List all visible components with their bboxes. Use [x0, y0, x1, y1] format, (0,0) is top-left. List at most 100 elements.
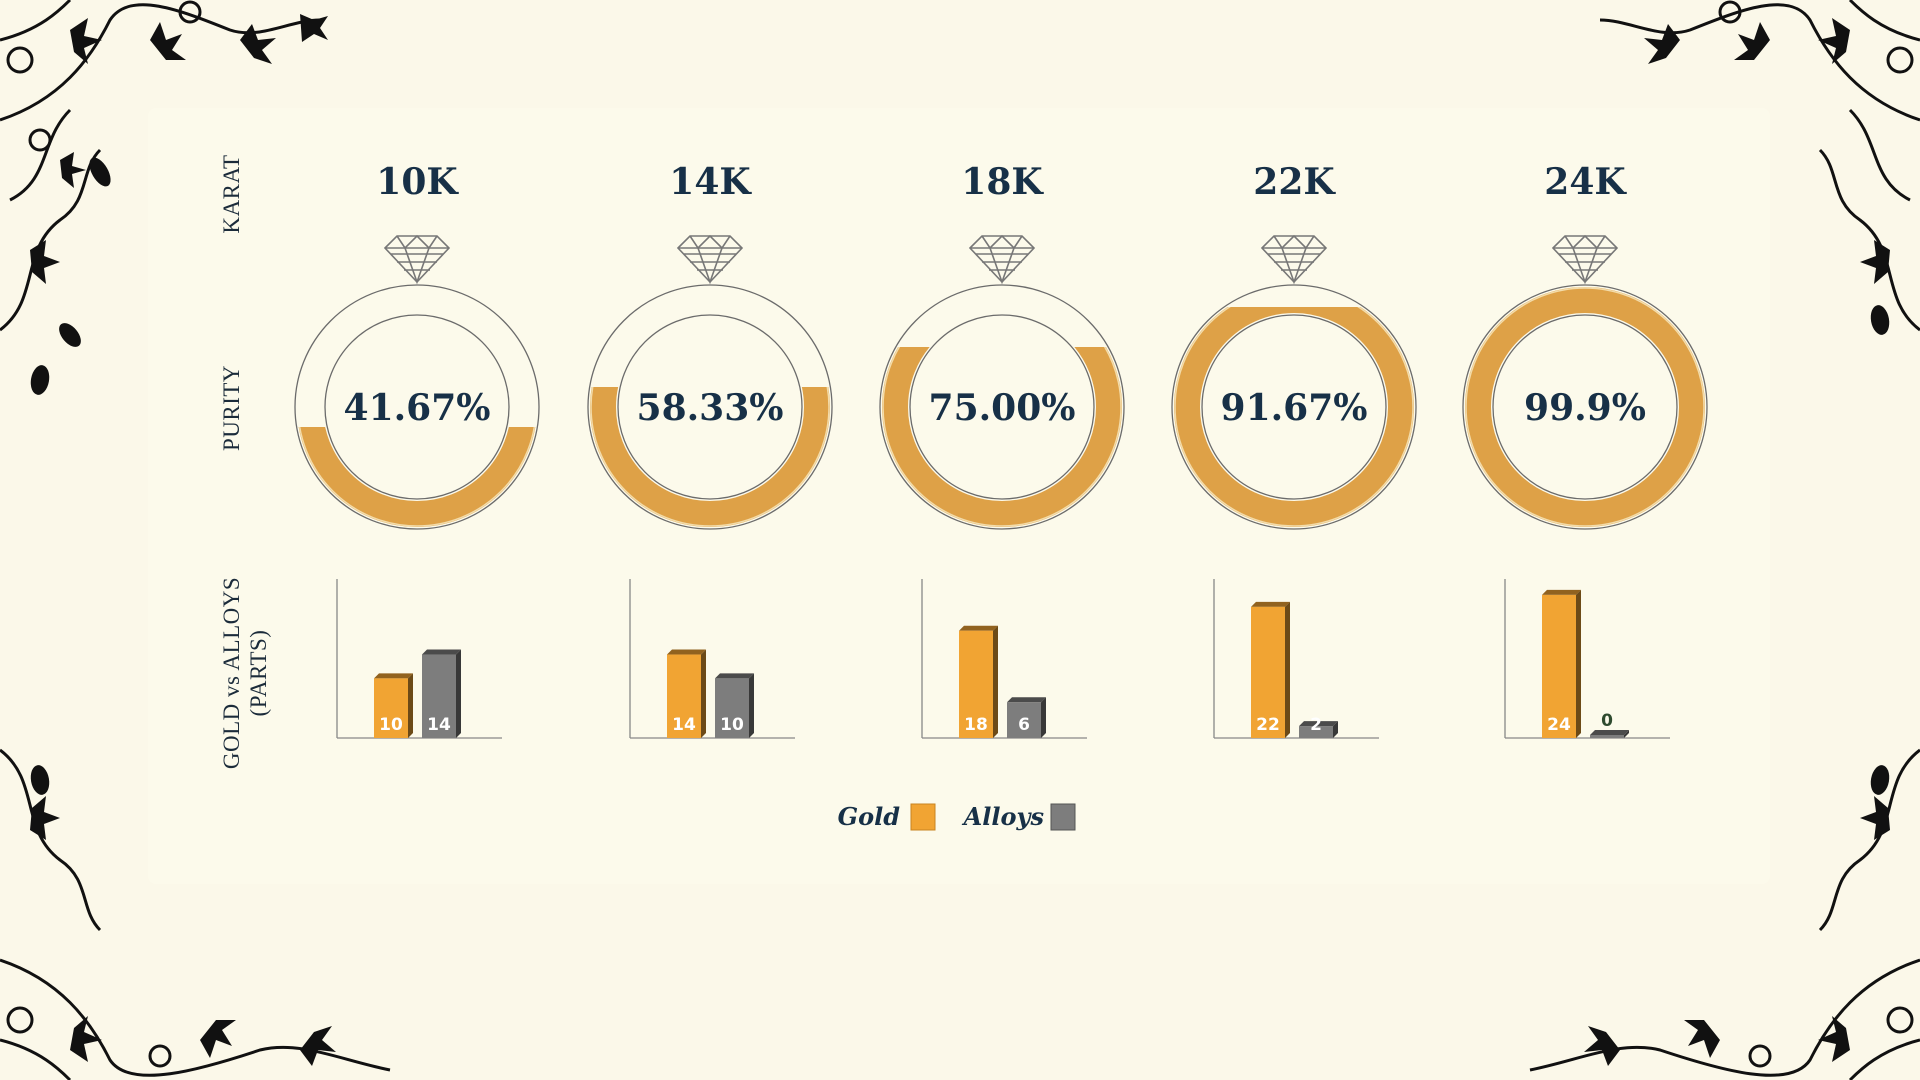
karat-column: 14K 58.33% 14 10	[587, 161, 833, 739]
bar-side	[1041, 697, 1046, 738]
bar-value-label: 14	[672, 715, 696, 735]
bar-value-label: 24	[1547, 715, 1571, 735]
karat-column: 24K 99.9% 24 0	[1462, 161, 1708, 739]
purity-ring-highlight	[882, 347, 1122, 527]
bar-top	[1299, 721, 1338, 727]
gold-bar: 10	[374, 673, 413, 738]
alloy-bar: 2	[1299, 715, 1338, 738]
gold-bar: 22	[1251, 601, 1290, 738]
karat-label: 22K	[1253, 161, 1336, 203]
ring-outer-outline	[879, 284, 1125, 530]
diamond-icon	[676, 234, 744, 285]
bar-top	[1590, 730, 1629, 735]
ring-outer-outline	[1171, 284, 1417, 530]
bar-value-label: 22	[1256, 715, 1280, 735]
bar-side	[408, 673, 413, 738]
bar-face	[374, 678, 408, 738]
bar-top	[422, 649, 461, 655]
bar-value-label: 10	[379, 715, 403, 735]
bar-value-label: 2	[1310, 715, 1322, 735]
ring-inner-outline	[617, 314, 803, 500]
floral-ornament-icon	[0, 0, 328, 395]
ring-inner-outline	[1201, 314, 1387, 500]
gold-bar: 24	[1542, 589, 1581, 738]
bar-side	[993, 625, 998, 738]
purity-ring-fill	[298, 426, 536, 527]
row-label-parts: GOLD vs ALLOYS	[219, 577, 244, 769]
purity-label: 99.9%	[1524, 387, 1646, 429]
purity-label: 41.67%	[344, 387, 491, 429]
karat-column: 18K 75.00% 18 6	[879, 161, 1125, 739]
bar-side	[1624, 730, 1629, 738]
ring-inner-outline	[324, 314, 510, 500]
alloy-bar: 6	[1007, 697, 1046, 738]
row-label-parts-unit: (PARTS)	[246, 630, 271, 717]
bar-top	[715, 673, 754, 679]
purity-ring-fill	[590, 387, 830, 527]
karat-label: 24K	[1544, 161, 1627, 203]
legend-swatch-alloys	[1050, 803, 1076, 831]
floral-ornament-icon	[1599, 0, 1920, 335]
row-label-purity: PURITY	[219, 365, 244, 451]
bar-face	[667, 654, 701, 738]
bar-side	[1576, 589, 1581, 738]
purity-ring-fill	[1465, 287, 1705, 527]
purity-ring-highlight	[1465, 287, 1705, 527]
bar-side	[701, 649, 706, 738]
bar-value-label: 18	[964, 715, 988, 735]
karat-label: 10K	[376, 161, 459, 203]
legend: Gold Alloys	[838, 802, 1076, 831]
purity-ring-highlight	[1174, 306, 1414, 527]
ring-inner-outline	[1492, 314, 1678, 500]
gold-bar: 18	[959, 625, 998, 738]
bar-face	[422, 654, 456, 738]
bar-side	[749, 673, 754, 738]
purity-label: 75.00%	[929, 387, 1076, 429]
bar-face	[959, 630, 993, 738]
bar-face	[1590, 735, 1624, 738]
bar-face	[1299, 726, 1333, 738]
bar-side	[1285, 601, 1290, 738]
purity-ring-highlight	[298, 426, 536, 527]
bar-top	[1007, 697, 1046, 703]
bar-top	[1542, 589, 1581, 595]
bar-face	[1542, 594, 1576, 738]
purity-label: 58.33%	[637, 387, 784, 429]
diamond-icon	[968, 234, 1036, 285]
alloy-bar: 0	[1590, 711, 1629, 738]
diamond-icon	[1551, 234, 1619, 285]
legend-swatch-gold	[910, 803, 936, 831]
gold-bar: 14	[667, 649, 706, 738]
bar-face	[1251, 606, 1285, 738]
bar-value-label: 6	[1018, 715, 1030, 735]
floral-ornament-icon	[0, 748, 391, 1080]
bar-value-label: 10	[720, 715, 744, 735]
ring-outer-outline	[587, 284, 833, 530]
diamond-icon	[1260, 234, 1328, 285]
bar-face	[715, 678, 749, 738]
karat-column: 10K 41.67% 10 14	[294, 161, 540, 739]
legend-label-gold: Gold	[838, 802, 901, 831]
purity-ring-fill	[882, 347, 1122, 527]
bar-top	[667, 649, 706, 655]
karat-label: 18K	[961, 161, 1044, 203]
bar-face	[1007, 702, 1041, 738]
purity-ring-fill	[1174, 306, 1414, 527]
bar-value-label: 14	[427, 715, 451, 735]
alloy-bar: 14	[422, 649, 461, 738]
bar-top	[959, 625, 998, 631]
bar-side	[1333, 721, 1338, 738]
diamond-icon	[383, 234, 451, 285]
alloy-bar: 10	[715, 673, 754, 738]
purity-label: 91.67%	[1221, 387, 1368, 429]
ring-outer-outline	[294, 284, 540, 530]
ring-inner-outline	[909, 314, 1095, 500]
row-label-karat: KARAT	[219, 154, 244, 233]
purity-ring-highlight	[590, 387, 830, 527]
legend-label-alloys: Alloys	[962, 802, 1045, 831]
bar-side	[456, 649, 461, 738]
ring-outer-outline	[1462, 284, 1708, 530]
